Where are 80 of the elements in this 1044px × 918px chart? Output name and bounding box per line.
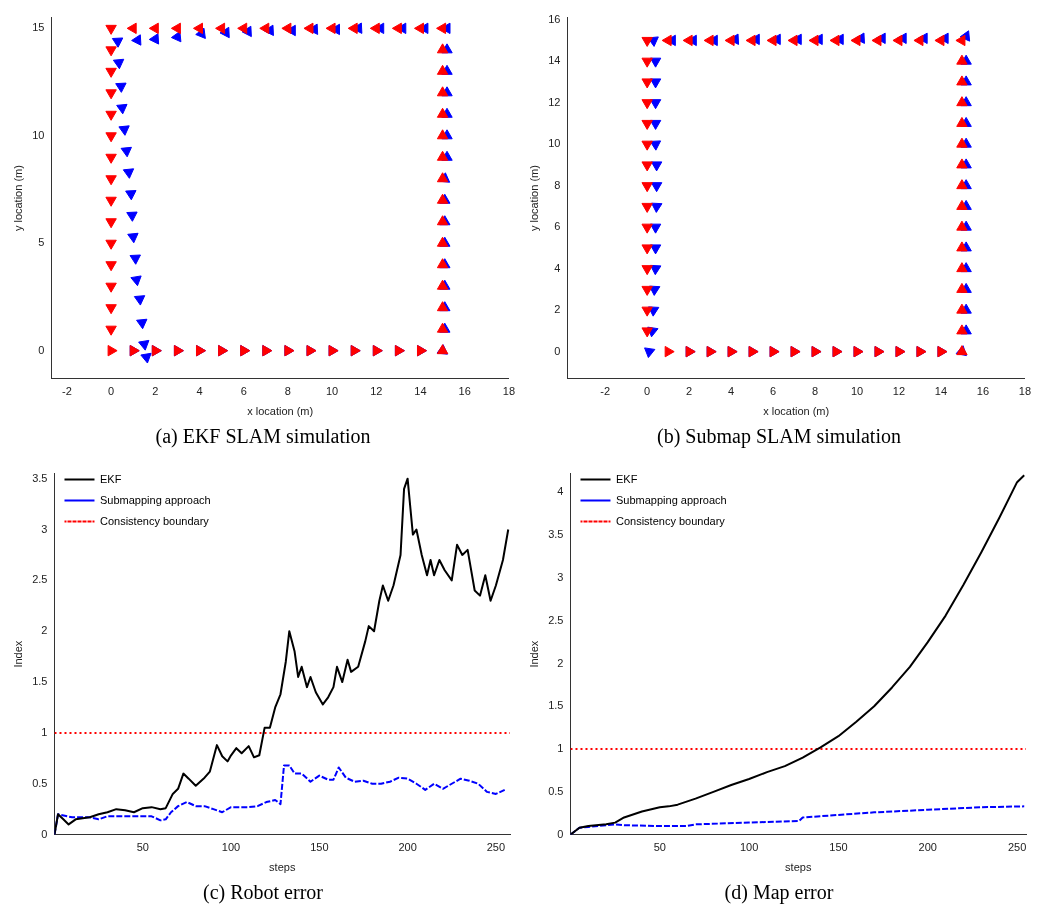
y-tick-label: 4 [554, 261, 561, 274]
x-axis-title: steps [785, 861, 812, 874]
y-tick-label: 2.5 [32, 573, 48, 586]
x-tick-label: 250 [1007, 841, 1027, 854]
x-tick-label: -2 [62, 385, 72, 398]
x-tick-label: 150 [310, 841, 329, 854]
legend-label: Consistency boundary [615, 514, 726, 527]
x-tick-label: 100 [221, 841, 241, 854]
y-tick-label: 0 [38, 343, 45, 356]
y-tick-label: 4 [557, 485, 564, 498]
legend-label: EKF [615, 472, 638, 485]
x-tick-label: 6 [770, 385, 777, 398]
y-tick-label: 12 [548, 95, 561, 108]
x-tick-label: 2 [152, 385, 159, 398]
x-axis-title: steps [269, 861, 296, 874]
y-axis-title: y location (m) [11, 165, 24, 232]
x-tick-label: 50 [136, 841, 149, 854]
y-tick-label: 2.5 [548, 613, 564, 626]
y-tick-label: 14 [548, 54, 561, 67]
x-tick-label: 8 [811, 385, 819, 398]
x-tick-label: 150 [829, 841, 848, 854]
x-tick-label: 8 [284, 385, 291, 398]
x-tick-label: 18 [502, 385, 516, 398]
x-axis-title: x location (m) [763, 405, 830, 418]
x-tick-label: 16 [976, 385, 990, 398]
y-tick-label: 3 [557, 571, 564, 583]
x-tick-label: 12 [892, 385, 906, 398]
x-tick-label: 0 [644, 385, 651, 398]
y-tick-label: 3.5 [32, 471, 48, 484]
x-tick-label: 50 [653, 841, 666, 854]
x-tick-label: 14 [934, 385, 948, 398]
y-tick-label: 0 [557, 827, 564, 840]
y-tick-label: 2 [41, 624, 48, 637]
y-tick-label: 1 [557, 742, 564, 755]
x-tick-label: 10 [850, 385, 864, 398]
y-axis-title: y location (m) [527, 165, 540, 232]
legend-label: Submapping approach [615, 493, 727, 506]
x-tick-label: 10 [325, 385, 339, 398]
y-tick-label: 0.5 [32, 776, 48, 789]
x-tick-label: 0 [108, 385, 115, 398]
x-tick-label: 18 [1018, 385, 1032, 398]
x-tick-label: 100 [739, 841, 759, 854]
y-tick-label: 2 [557, 656, 564, 669]
y-tick-label: 0 [554, 344, 561, 357]
legend-label: EKF [99, 472, 122, 485]
legend-label: Consistency boundary [99, 514, 210, 527]
y-tick-label: 1.5 [548, 699, 564, 712]
y-tick-label: 2 [554, 303, 561, 316]
x-tick-label: -2 [600, 385, 611, 398]
y-tick-label: 16 [548, 12, 561, 25]
y-tick-label: 0.5 [548, 784, 564, 797]
text: (c) Robot error [202, 881, 324, 904]
y-tick-label: 8 [554, 178, 561, 191]
y-axis-title: Index [11, 640, 24, 668]
y-tick-label: 3.5 [548, 528, 564, 541]
y-tick-label: 1 [41, 725, 48, 738]
y-tick-label: 10 [32, 128, 45, 141]
x-tick-label: 4 [728, 385, 735, 398]
y-tick-label: 15 [32, 21, 45, 34]
x-tick-label: 200 [918, 841, 937, 854]
x-axis-title: x location (m) [247, 405, 314, 418]
y-tick-label: 3 [41, 522, 48, 535]
x-tick-label: 6 [240, 385, 247, 398]
x-tick-label: 250 [486, 841, 506, 854]
x-tick-label: 14 [414, 385, 427, 398]
x-tick-label: 12 [370, 385, 383, 398]
y-tick-label: 10 [548, 137, 561, 150]
y-tick-label: 0 [41, 827, 48, 840]
text: (d) Map error [723, 881, 835, 904]
y-tick-label: 5 [38, 236, 45, 249]
x-tick-label: 200 [398, 841, 417, 854]
text: (b) Submap SLAM simulation [656, 425, 902, 448]
y-tick-label: 6 [554, 220, 561, 233]
x-tick-label: 16 [458, 385, 471, 398]
y-tick-label: 1.5 [32, 675, 48, 688]
x-tick-label: 4 [196, 385, 203, 398]
y-axis-title: Index [527, 640, 540, 668]
legend-label: Submapping approach [99, 493, 211, 506]
x-tick-label: 2 [686, 385, 693, 398]
text: (a) EKF SLAM simulation [154, 425, 372, 448]
